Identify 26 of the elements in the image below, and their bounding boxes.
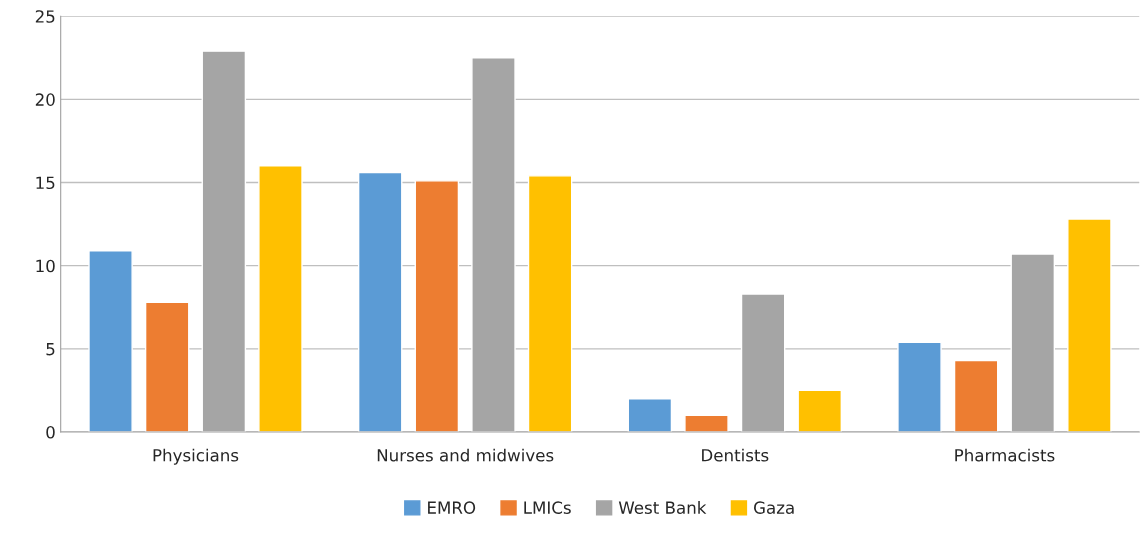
bar: [357, 171, 403, 432]
x-tick-label: Physicians: [153, 448, 239, 465]
bar: [797, 389, 843, 432]
bar: [258, 165, 303, 432]
y-tick-label: 10: [36, 259, 55, 273]
y-tick-label: 20: [35, 93, 55, 106]
y-tick-label: 25: [35, 10, 55, 23]
bar: [414, 180, 460, 432]
x-tick-label: Nurses and midwives: [377, 448, 554, 462]
bar: [684, 414, 729, 432]
bar: [144, 301, 190, 432]
legend-label: West Bank: [618, 501, 707, 514]
x-tick-label: Dentists: [702, 448, 769, 462]
y-tick-label: 5: [46, 343, 55, 356]
bar: [627, 398, 673, 432]
bar: [527, 175, 573, 432]
legend-label: EMRO: [428, 501, 476, 514]
legend-label: LMICs: [524, 501, 571, 514]
y-tick-label: 15: [36, 176, 55, 190]
x-tick-label: Pharmacists: [955, 448, 1055, 462]
y-tick-label: 0: [46, 425, 55, 439]
bar: [1067, 218, 1112, 432]
legend-label: Gaza: [754, 501, 794, 514]
bar: [88, 250, 133, 432]
bar: [897, 341, 942, 432]
bar: [953, 359, 999, 432]
